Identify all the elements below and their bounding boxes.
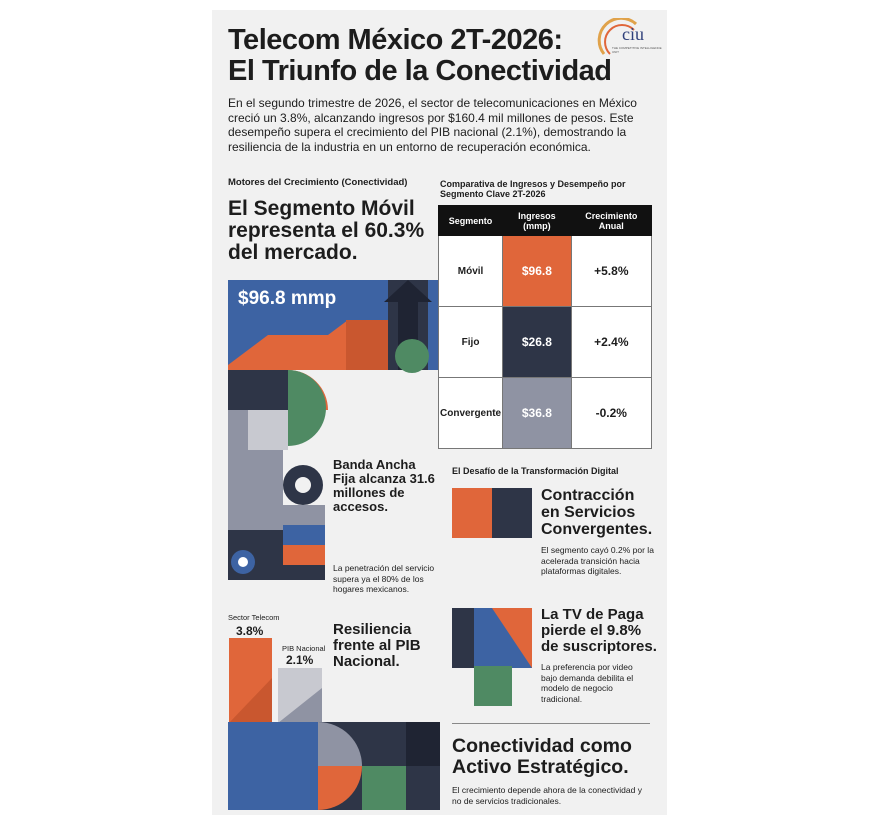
card-graphic xyxy=(452,488,532,538)
table-cell: +5.8% xyxy=(570,235,653,307)
bar-value: 3.8% xyxy=(236,624,264,638)
table-row: Móvil $96.8 +5.8% xyxy=(437,235,653,307)
title-line: El Triunfo de la Conectividad xyxy=(228,55,612,87)
title-line: Telecom México 2T-2026: xyxy=(228,24,563,56)
figure: $96.8 mmp xyxy=(238,288,337,309)
table-header: Segmento xyxy=(437,205,504,236)
table-cell: Móvil xyxy=(437,235,504,307)
note: La penetración del servicio supera ya el… xyxy=(333,563,435,594)
pib-bars xyxy=(229,638,322,723)
note: La preferencia por video bajo demanda de… xyxy=(541,662,634,704)
segment-table: Segmento Ingresos (mmp) Crecimiento Anual M… xyxy=(437,205,653,449)
logo-tagline: THE COMPETITIVE INTELLIGENCE UNIT xyxy=(612,46,662,54)
bar-label: PIB Nacional xyxy=(282,644,326,653)
section-label: El Desafío de la Transformación Digital xyxy=(452,466,619,476)
table-header: Crecimiento Anual xyxy=(570,205,653,236)
headline: La TV de Paga pierde el 9.8% de suscript… xyxy=(541,606,657,655)
title: Telecom México 2T-2026: El Triunfo de la … xyxy=(228,25,612,87)
note: El crecimiento depende ahora de la conec… xyxy=(452,785,642,806)
table-row: Convergente $36.8 -0.2% xyxy=(437,377,653,449)
logo-mark xyxy=(597,18,638,55)
intro: En el segundo trimestre de 2026, el sect… xyxy=(228,96,637,154)
divider xyxy=(452,723,650,724)
table-cell: Convergente xyxy=(437,377,504,449)
table-cell: Fijo xyxy=(437,306,504,378)
headline: Resiliencia frente al PIB Nacional. xyxy=(333,621,421,670)
headline: Contracción en Servicios Convergentes. xyxy=(541,487,653,538)
table-cell: $36.8 xyxy=(502,377,572,449)
table-cell: -0.2% xyxy=(570,377,653,449)
headline: Banda Ancha Fija alcanza 31.6 millones d… xyxy=(333,457,435,514)
table-cell: +2.4% xyxy=(570,306,653,378)
mobile-graphic xyxy=(228,280,440,580)
table-row: Fijo $26.8 +2.4% xyxy=(437,306,653,378)
table-title: Comparativa de Ingresos y Desempeño por … xyxy=(440,179,626,199)
section-label: Motores del Crecimiento (Conectividad) xyxy=(228,177,408,188)
bar-value: 2.1% xyxy=(286,653,314,667)
logo: ciu xyxy=(622,24,644,44)
footer-graphic xyxy=(228,722,440,810)
table-cell: $26.8 xyxy=(502,306,572,378)
note: El segmento cayó 0.2% por la acelerada t… xyxy=(541,545,654,576)
bar-label: Sector Telecom xyxy=(228,613,280,622)
table-header: Ingresos (mmp) xyxy=(502,205,572,236)
card-graphic xyxy=(452,608,532,706)
table-cell: $96.8 xyxy=(502,235,572,307)
headline: El Segmento Móvil representa el 60.3% de… xyxy=(228,197,425,264)
headline: Conectividad como Activo Estratégico. xyxy=(452,735,632,778)
